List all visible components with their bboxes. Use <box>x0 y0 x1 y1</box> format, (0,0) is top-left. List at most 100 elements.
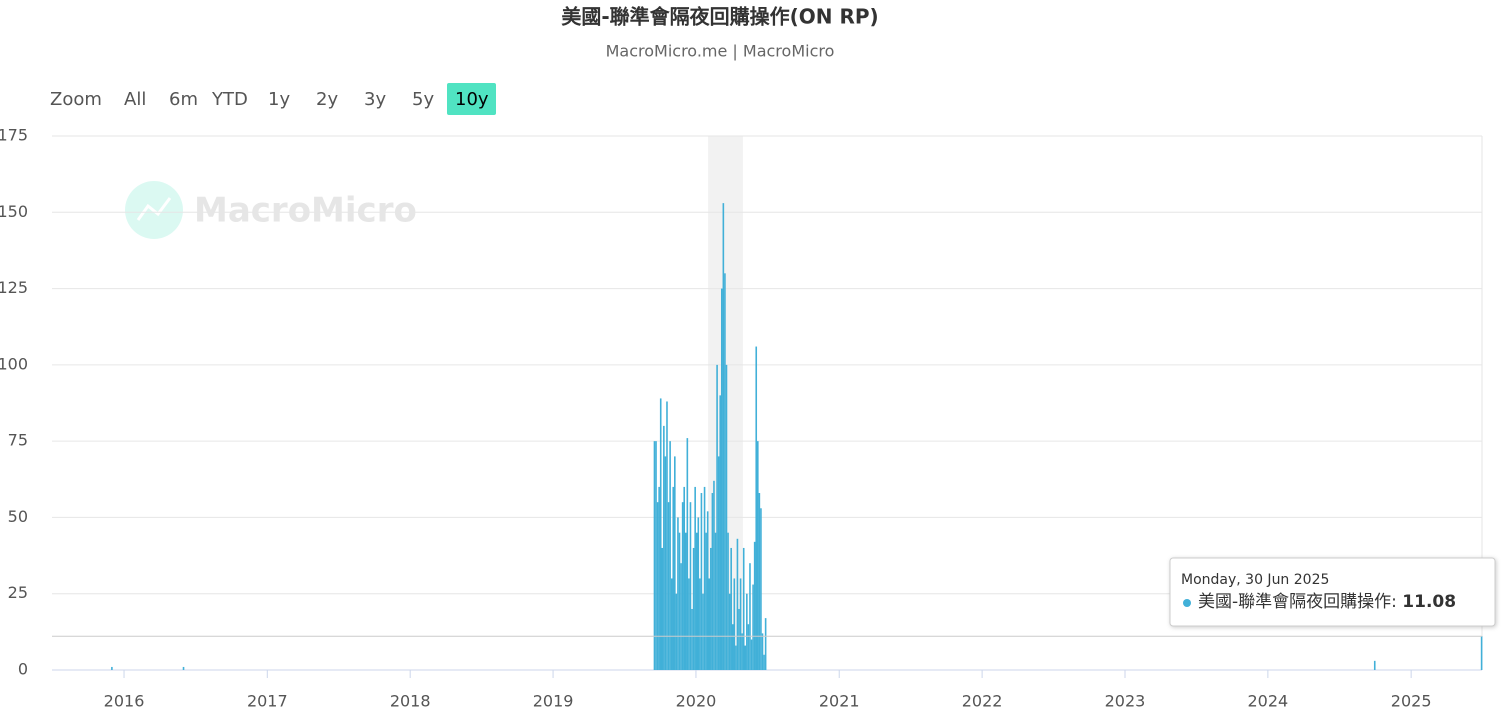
bar <box>703 486 706 670</box>
bar <box>711 493 714 670</box>
bar <box>750 639 753 670</box>
bar <box>111 666 113 670</box>
bar <box>761 633 764 670</box>
bar <box>747 624 750 670</box>
bar <box>680 563 682 670</box>
bar <box>716 364 718 670</box>
bar <box>746 593 748 670</box>
bar <box>666 401 668 670</box>
bar <box>755 346 758 670</box>
bar <box>672 486 675 670</box>
bar <box>702 593 704 670</box>
bar <box>727 532 729 670</box>
watermark <box>125 181 183 239</box>
y-tick-label: 50 <box>8 507 28 526</box>
bar <box>664 456 667 670</box>
bar <box>725 364 728 670</box>
bar <box>735 645 737 670</box>
bar <box>730 547 732 670</box>
bar <box>697 517 700 670</box>
bar <box>722 203 725 671</box>
bar <box>724 273 726 670</box>
watermark-text: MacroMicro <box>194 191 417 231</box>
range-button[interactable]: 1y <box>268 89 290 110</box>
range-button-label[interactable]: 3y <box>364 89 386 110</box>
bar <box>659 398 662 670</box>
bar <box>658 486 660 670</box>
bar <box>691 608 693 670</box>
bar <box>656 502 659 670</box>
range-button-label[interactable]: 5y <box>412 89 434 110</box>
bar <box>689 502 692 670</box>
y-tick-label: 150 <box>0 202 28 221</box>
bar <box>752 584 754 670</box>
range-button[interactable]: 2y <box>316 89 338 110</box>
bar <box>663 425 665 670</box>
bar <box>741 633 743 670</box>
range-button[interactable]: 3y <box>364 89 386 110</box>
bar <box>695 532 698 670</box>
range-button[interactable]: YTD <box>211 89 248 110</box>
bar <box>742 547 745 670</box>
bar <box>653 441 656 670</box>
bar <box>719 395 722 670</box>
bar <box>717 456 720 670</box>
bar <box>674 456 676 670</box>
bar <box>706 511 709 670</box>
bar <box>757 441 759 670</box>
bar <box>720 288 723 670</box>
range-button-label[interactable]: 10y <box>455 89 489 110</box>
bar <box>700 493 703 670</box>
range-button[interactable]: 6m <box>169 89 198 110</box>
range-button-label[interactable]: 1y <box>268 89 290 110</box>
zoom-label: Zoom <box>50 89 102 110</box>
bar <box>744 645 747 670</box>
bar <box>764 618 767 670</box>
bar <box>708 578 711 670</box>
y-tick-label: 175 <box>0 126 28 145</box>
x-tick-label: 2022 <box>962 692 1003 711</box>
bar <box>683 486 686 670</box>
x-tick-label: 2024 <box>1248 692 1289 711</box>
x-tick-label: 2021 <box>819 692 860 711</box>
bar <box>710 547 712 670</box>
chart-subtitle: MacroMicro.me | MacroMicro <box>606 42 835 61</box>
x-tick-label: 2025 <box>1391 692 1432 711</box>
range-button[interactable]: 10y <box>447 83 496 115</box>
bar <box>661 547 664 670</box>
bar <box>667 502 670 670</box>
bar <box>763 654 765 670</box>
x-tick-label: 2023 <box>1105 692 1146 711</box>
bar <box>713 480 715 670</box>
bar <box>681 502 684 670</box>
bar <box>670 578 673 670</box>
bar <box>694 486 696 670</box>
bar <box>736 538 739 670</box>
bar <box>692 547 695 670</box>
y-tick-label: 0 <box>18 660 28 679</box>
tooltip-marker <box>1183 599 1191 607</box>
range-button[interactable]: 5y <box>412 89 434 110</box>
bar <box>675 593 678 670</box>
range-button-bg <box>447 83 496 115</box>
range-button-label[interactable]: All <box>124 89 146 110</box>
x-tick-label: 2020 <box>676 692 717 711</box>
bar <box>728 593 731 670</box>
range-button-label[interactable]: YTD <box>211 89 248 110</box>
bar <box>699 578 701 670</box>
bar <box>753 541 756 670</box>
bar <box>684 532 687 670</box>
y-tick-label: 100 <box>0 354 28 373</box>
bar <box>714 532 717 670</box>
tooltip-box <box>1169 557 1496 627</box>
range-button-label[interactable]: 2y <box>316 89 338 110</box>
y-tick-label: 25 <box>8 583 28 602</box>
bar <box>1480 636 1483 670</box>
range-button-label[interactable]: 6m <box>169 89 198 110</box>
bar <box>677 517 679 670</box>
range-button[interactable]: All <box>124 89 146 110</box>
x-tick-label: 2018 <box>390 692 431 711</box>
tooltip-date: Monday, 30 Jun 2025 <box>1181 572 1329 588</box>
x-tick-label: 2016 <box>104 692 145 711</box>
